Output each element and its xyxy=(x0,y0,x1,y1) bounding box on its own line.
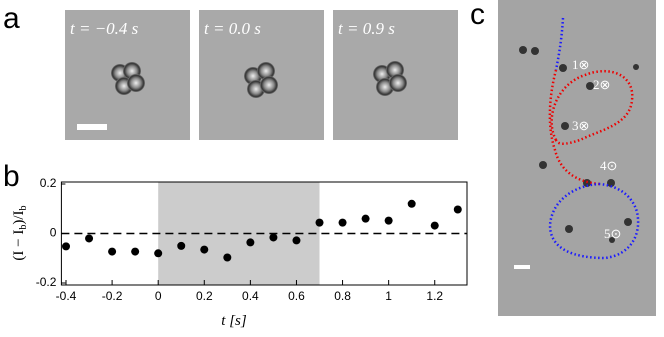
panel-label: a xyxy=(3,2,20,35)
x-tick-label: -0.2 xyxy=(102,289,123,303)
y-label-part: b xyxy=(18,205,29,210)
point xyxy=(223,253,232,262)
cell-cluster xyxy=(111,61,407,98)
frame-label: t = −0.4 s xyxy=(70,19,139,38)
cell-label: 2⊗ xyxy=(593,77,610,92)
point xyxy=(384,216,393,225)
panel-label: c xyxy=(470,0,485,31)
point xyxy=(292,236,301,245)
micrographs: t = −0.4 s t = 0.0 s t = 0.9 s xyxy=(65,10,458,140)
trajectory xyxy=(554,17,565,71)
x-tick-label: -0.4 xyxy=(56,289,77,303)
point xyxy=(200,245,209,254)
point xyxy=(62,242,71,251)
cell-label: 4⊙ xyxy=(600,158,617,173)
point xyxy=(315,218,324,227)
x-tick-label: 0.8 xyxy=(334,289,351,303)
point xyxy=(430,221,439,230)
y-tick-label: 0 xyxy=(50,226,57,240)
cell-label: 3⊗ xyxy=(572,118,589,133)
y-label-part: b xyxy=(18,225,29,230)
x-tick-label: 1 xyxy=(385,289,392,303)
y-label-part: )/I xyxy=(11,210,27,224)
frame-label: t = 0.9 s xyxy=(338,19,395,38)
point xyxy=(453,205,462,214)
chart: t [s] (I − Ib)/Ib -0.4 -0.2 0 0.2 0.4 0.6 0.8 1… xyxy=(11,176,468,329)
x-tick-label: 0 xyxy=(155,289,162,303)
x-tick-label: 0.2 xyxy=(196,289,213,303)
panel-c: 1⊗ 2⊗ 3⊗ 4⊙ 5⊙ xyxy=(498,0,656,316)
panel-label: b xyxy=(3,160,20,193)
trajectory xyxy=(548,182,640,260)
point xyxy=(338,218,347,227)
point xyxy=(407,199,416,208)
x-tick-label: 0.4 xyxy=(242,289,259,303)
frame-label: t = 0.0 s xyxy=(204,19,261,38)
x-axis-label: t [s] xyxy=(221,313,247,329)
point xyxy=(108,247,117,256)
point xyxy=(361,214,370,223)
cell-label: 1⊗ xyxy=(572,57,589,72)
point xyxy=(177,241,186,250)
x-axis-label-text: t [s] xyxy=(221,313,247,329)
x-tick-label: 0.6 xyxy=(288,289,305,303)
scale-bar xyxy=(77,124,107,130)
point xyxy=(269,233,278,242)
cells xyxy=(519,46,639,243)
cell-label: 5⊙ xyxy=(604,226,621,241)
x-tick-label: 1.2 xyxy=(426,289,443,303)
y-axis-label: (I − Ib)/Ib xyxy=(11,205,29,260)
point xyxy=(154,249,163,258)
y-label-part: (I − I xyxy=(11,230,27,261)
trajectory xyxy=(548,69,634,186)
point xyxy=(131,247,140,256)
point xyxy=(246,238,255,247)
y-tick-label: 0.2 xyxy=(40,176,57,190)
y-tick-label: -0.2 xyxy=(36,275,57,289)
scale-bar xyxy=(514,265,530,269)
point xyxy=(85,234,94,243)
